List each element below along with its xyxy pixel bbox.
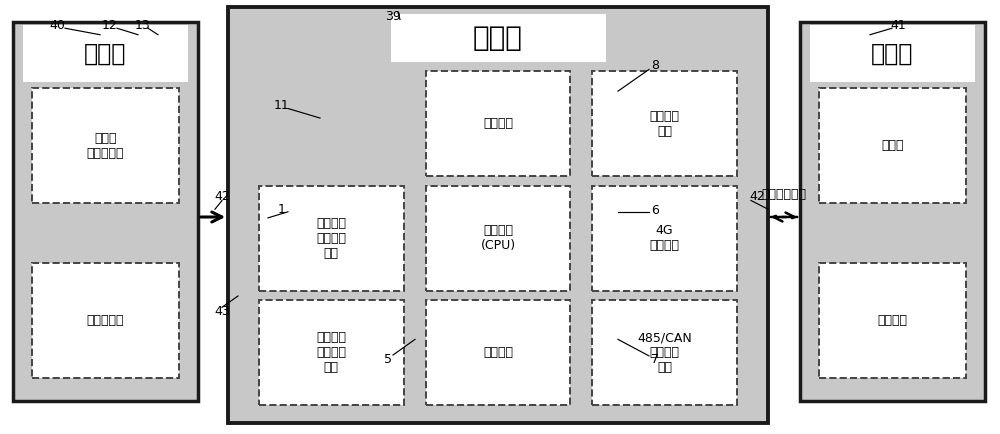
Text: 41: 41 bbox=[890, 19, 906, 32]
Text: 7: 7 bbox=[651, 353, 659, 366]
Text: 39: 39 bbox=[385, 10, 401, 23]
Bar bbox=[592, 186, 737, 291]
Bar bbox=[592, 71, 737, 176]
Text: 11: 11 bbox=[274, 99, 290, 112]
Bar bbox=[426, 300, 570, 405]
Bar bbox=[259, 300, 404, 405]
Bar bbox=[592, 300, 737, 405]
Text: 网口通讯
单元: 网口通讯 单元 bbox=[650, 110, 680, 138]
Text: 43: 43 bbox=[214, 305, 230, 318]
Text: 6: 6 bbox=[651, 204, 659, 217]
Text: 分析软件: 分析软件 bbox=[878, 314, 908, 326]
Text: 电压信号
数据采集
单元: 电压信号 数据采集 单元 bbox=[316, 331, 346, 375]
Text: 组合式
电流传感器: 组合式 电流传感器 bbox=[87, 132, 124, 160]
Bar bbox=[259, 186, 404, 291]
Text: 电压传感器: 电压传感器 bbox=[87, 314, 124, 326]
Text: 上位机: 上位机 bbox=[871, 41, 914, 66]
Bar bbox=[390, 14, 606, 62]
Text: 4G
通讯模组: 4G 通讯模组 bbox=[650, 224, 680, 252]
Text: 供电单元: 供电单元 bbox=[483, 117, 513, 130]
Bar bbox=[13, 22, 198, 401]
Text: 5: 5 bbox=[384, 353, 392, 366]
Bar bbox=[810, 25, 975, 82]
Text: 守时模组: 守时模组 bbox=[483, 346, 513, 359]
Text: 40: 40 bbox=[49, 19, 65, 32]
Bar bbox=[228, 7, 768, 423]
Text: 42: 42 bbox=[749, 190, 765, 203]
Bar bbox=[819, 88, 966, 203]
Text: 13: 13 bbox=[135, 19, 151, 32]
Text: 传感器: 传感器 bbox=[84, 41, 127, 66]
Text: 42: 42 bbox=[214, 190, 230, 203]
Text: 无线数据传输: 无线数据传输 bbox=[762, 188, 806, 201]
Text: 电流信号
数据采集
单元: 电流信号 数据采集 单元 bbox=[316, 217, 346, 260]
Text: 1: 1 bbox=[278, 203, 286, 216]
Bar bbox=[426, 186, 570, 291]
Text: 485/CAN
总线通信
单元: 485/CAN 总线通信 单元 bbox=[637, 331, 692, 375]
Bar bbox=[800, 22, 985, 401]
Bar bbox=[819, 263, 966, 378]
Bar bbox=[426, 71, 570, 176]
Bar bbox=[32, 88, 179, 203]
Text: 服务器: 服务器 bbox=[881, 139, 904, 152]
Bar bbox=[32, 263, 179, 378]
Text: 主控单元
(CPU): 主控单元 (CPU) bbox=[480, 224, 516, 252]
Bar bbox=[23, 25, 188, 82]
Text: 12: 12 bbox=[102, 19, 118, 32]
Text: 下位机: 下位机 bbox=[473, 24, 523, 52]
Text: 8: 8 bbox=[651, 59, 659, 72]
